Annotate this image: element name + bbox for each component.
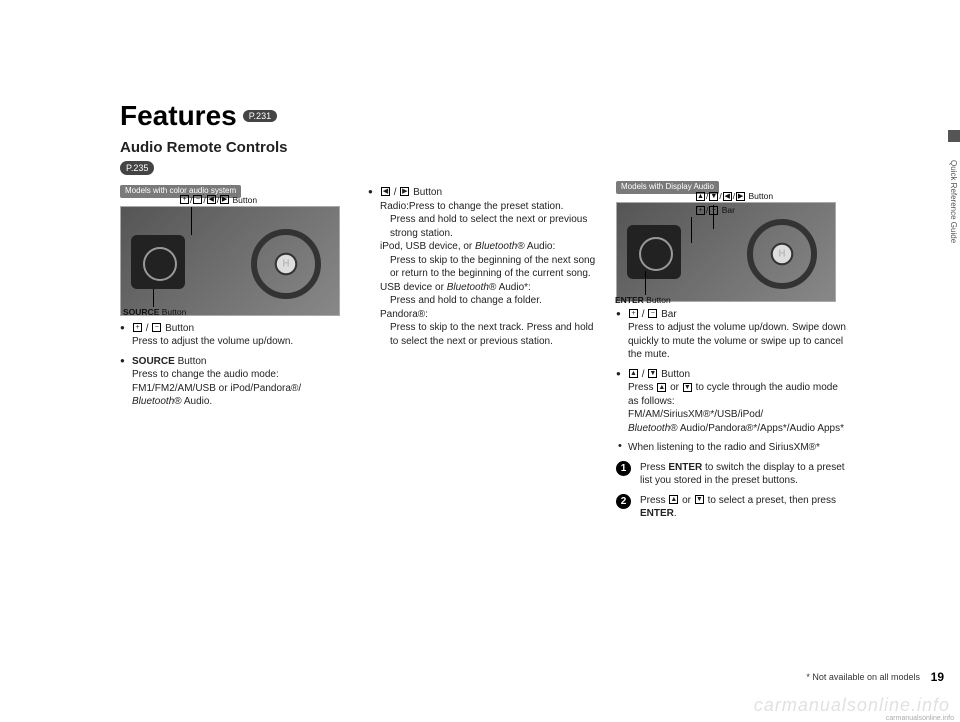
c2-radio-2: Press and hold to select the next or pre… <box>368 213 598 240</box>
page-content: Features P.231 Audio Remote Controls P.2… <box>120 100 880 670</box>
c2-ipod-l3: ® Audio: <box>517 241 555 252</box>
column-2: / Button Radio:Press to change the prese… <box>368 138 598 521</box>
c1-b1-body: Press to adjust the volume up/down. <box>120 335 350 349</box>
steering-photo-2: /// Button +/− Bar ENTER Button <box>616 202 836 302</box>
c3-b2-2: FM/AM/SiriusXM®*/USB/iPod/ <box>616 408 846 422</box>
c3-s1: Press ENTER to switch the display to a p… <box>640 462 845 487</box>
watermark-small: carmanualsonline.info <box>886 715 954 722</box>
c2-ipod-l1: iPod, USB device, or <box>380 241 475 252</box>
c2-pandora-label: Pandora®: <box>368 308 598 322</box>
control-pad-1 <box>131 235 185 289</box>
callout-enter-btn: ENTER Button <box>615 295 671 306</box>
c3-step-1: 1 Press ENTER to switch the display to a… <box>616 461 846 488</box>
step-num-1: 1 <box>616 461 631 476</box>
c3-b1-body: Press to adjust the volume up/down. Swip… <box>616 321 846 362</box>
c2-b1-head: / Button <box>380 187 442 198</box>
callout-plusminus-btn: +/−// Button <box>179 195 257 206</box>
title-text: Features <box>120 100 237 132</box>
c3-b1-head: + / − Bar <box>628 309 677 320</box>
callout-source-btn: SOURCE Button <box>123 307 186 318</box>
c1-b1-title: + / − Button <box>132 323 194 334</box>
watermark: carmanualsonline.info <box>754 695 950 716</box>
column-1: Audio Remote Controls P.235 Models with … <box>120 138 350 521</box>
side-tab-marker <box>948 130 960 142</box>
c3-b2-1: Press or to cycle through the audio mode… <box>616 381 846 408</box>
c2-radio: Radio:Press to change the preset station… <box>368 200 598 214</box>
c1-b2-body: Press to change the audio mode: FM1/FM2/… <box>120 368 350 395</box>
c3-bullet-2: / Button <box>616 368 846 382</box>
c2-radio-label: Radio: <box>380 201 409 212</box>
step-num-2: 2 <box>616 494 631 509</box>
subtitle: Audio Remote Controls <box>120 138 350 158</box>
callout-bar: +/− Bar <box>695 205 735 216</box>
c2-usb-row: USB device or Bluetooth® Audio*: <box>368 281 598 295</box>
c2-ipod-l2: Bluetooth <box>475 241 517 252</box>
c2-radio-1: Press to change the preset station. <box>409 201 564 212</box>
columns: Audio Remote Controls P.235 Models with … <box>120 138 880 521</box>
c3-b2-3: Bluetooth® Audio/Pandora®*/Apps*/Audio A… <box>616 422 846 436</box>
page-title: Features P.231 <box>120 100 880 132</box>
callout-line-3 <box>713 205 714 229</box>
callout-line-4 <box>691 217 692 243</box>
c3-bullet-1: + / − Bar <box>616 308 846 322</box>
c1-bullet-2: SOURCE Button <box>120 355 350 369</box>
c2-ipod-row: iPod, USB device, or Bluetooth® Audio: <box>368 240 598 254</box>
steering-photo-1: +/−// Button SOURCE Button <box>120 206 340 316</box>
c2-usb-l3: ® Audio*: <box>489 282 531 293</box>
c1-b2-title: SOURCE Button <box>132 356 207 367</box>
c2-bullet-1: / Button <box>368 186 598 200</box>
title-ref: P.231 <box>243 110 277 122</box>
callout-line-2 <box>153 289 154 307</box>
c3-step-2: 2 Press or to select a preset, then pres… <box>616 494 846 521</box>
side-label: Quick Reference Guide <box>948 160 958 243</box>
control-pad-2 <box>627 225 681 279</box>
footnote: * Not available on all models <box>806 672 920 682</box>
steering-wheel-2 <box>747 219 817 289</box>
c2-usb-1: Press and hold to change a folder. <box>368 294 598 308</box>
subtitle-ref: P.235 <box>120 161 154 175</box>
steering-wheel-1 <box>251 229 321 299</box>
c3-b2-head: / Button <box>628 369 690 380</box>
page-number: 19 <box>931 670 944 684</box>
callout-line-1 <box>191 207 192 235</box>
c1-bullet-1: + / − Button <box>120 322 350 336</box>
column-3: Models with Display Audio /// Button +/−… <box>616 138 846 521</box>
callout-line-5 <box>645 271 646 295</box>
callout-arrows-btn: /// Button <box>695 191 773 202</box>
c3-tbullet: When listening to the radio and SiriusXM… <box>616 441 846 455</box>
c2-pandora-1: Press to skip to the next track. Press a… <box>368 321 598 348</box>
c3-s2: Press or to select a preset, then press … <box>640 495 836 520</box>
c2-ipod-1: Press to skip to the beginning of the ne… <box>368 254 598 281</box>
c2-usb-l1: USB device or <box>380 282 447 293</box>
c1-b2-body2: Bluetooth® Audio. <box>120 395 350 409</box>
c2-usb-l2: Bluetooth <box>447 282 489 293</box>
